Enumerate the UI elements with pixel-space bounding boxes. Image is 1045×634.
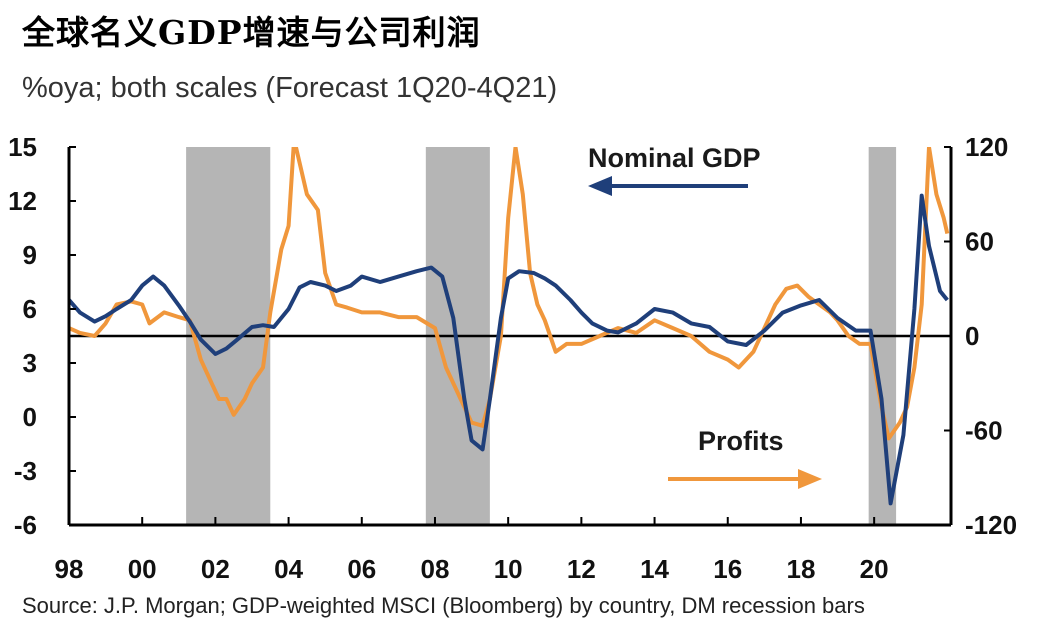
x-tick-label: 02: [201, 554, 230, 584]
x-tick-label: 20: [860, 554, 889, 584]
x-tick-label: 12: [567, 554, 596, 584]
x-tick-label: 06: [347, 554, 376, 584]
x-tick-label: 10: [494, 554, 523, 584]
chart-source: Source: J.P. Morgan; GDP-weighted MSCI (…: [22, 593, 865, 618]
arrowhead-profits: [798, 469, 822, 489]
right-tick-label: 60: [965, 227, 994, 257]
left-tick-label: -6: [14, 510, 37, 540]
x-tick-label: 04: [274, 554, 303, 584]
x-tick-label: 14: [640, 554, 669, 584]
chart-title: 全球名义GDP增速与公司利润: [22, 13, 481, 52]
annotations: Nominal GDP Profits: [588, 143, 822, 489]
right-tick-label: -60: [965, 416, 1003, 446]
x-tick-label: 18: [786, 554, 815, 584]
left-tick-label: -3: [14, 456, 37, 486]
left-tick-label: 3: [23, 348, 37, 378]
left-tick-label: 15: [8, 132, 37, 162]
series-line-nominal-gdp: [69, 193, 949, 506]
right-tick-label: 0: [965, 321, 979, 351]
arrowhead-nominal-gdp: [588, 176, 612, 196]
axes: 15 12 9 6 3 0 -3 -6 120 60 0 -60 -120 98 00 02 04 06 08 10 1…: [8, 132, 1017, 584]
x-tick-label: 16: [713, 554, 742, 584]
right-tick-label: -120: [965, 510, 1017, 540]
left-tick-label: 12: [8, 186, 37, 216]
left-tick-label: 9: [23, 240, 37, 270]
annotation-profits: Profits: [698, 426, 784, 456]
x-tick-label: 98: [55, 554, 84, 584]
right-tick-label: 120: [965, 132, 1008, 162]
left-tick-label: 6: [23, 294, 37, 324]
chart-subtitle: %oya; both scales (Forecast 1Q20-4Q21): [22, 72, 558, 104]
series-layer: [69, 147, 950, 506]
x-tick-label: 00: [128, 554, 157, 584]
annotation-nominal-gdp: Nominal GDP: [588, 143, 761, 173]
left-tick-label: 0: [23, 402, 37, 432]
x-tick-label: 08: [421, 554, 450, 584]
